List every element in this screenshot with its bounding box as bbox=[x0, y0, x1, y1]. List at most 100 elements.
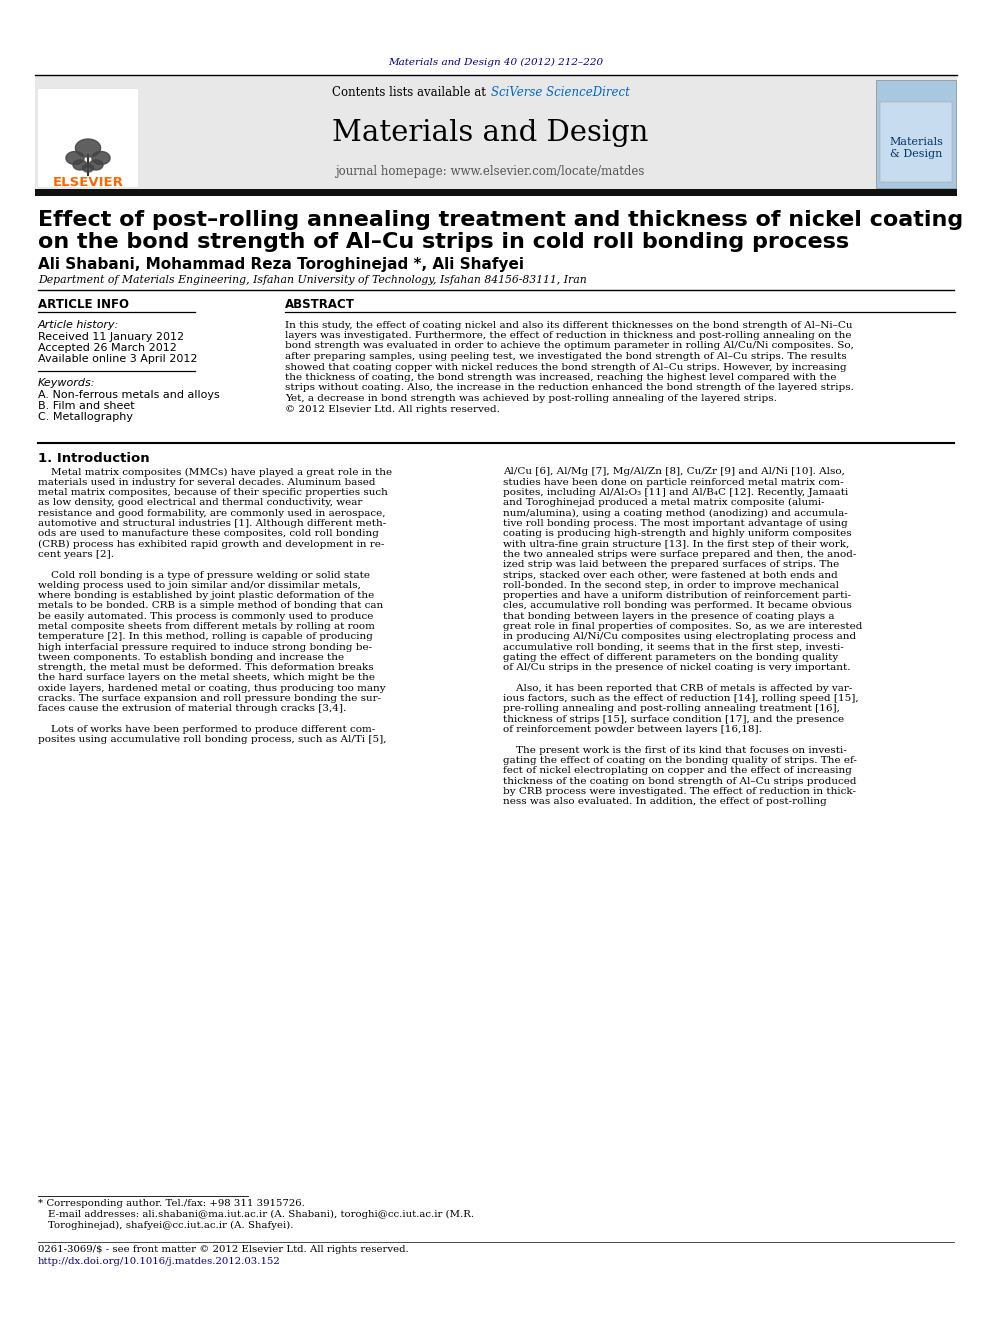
Polygon shape bbox=[82, 164, 93, 172]
Text: Yet, a decrease in bond strength was achieved by post-rolling annealing of the l: Yet, a decrease in bond strength was ach… bbox=[285, 394, 777, 404]
Text: Cold roll bonding is a type of pressure welding or solid state: Cold roll bonding is a type of pressure … bbox=[38, 570, 370, 579]
Bar bbox=[38, 89, 138, 187]
Text: ARTICLE INFO: ARTICLE INFO bbox=[38, 299, 129, 311]
Text: Lots of works have been performed to produce different com-: Lots of works have been performed to pro… bbox=[38, 725, 375, 734]
Text: roll-bonded. In the second step, in order to improve mechanical: roll-bonded. In the second step, in orde… bbox=[503, 581, 839, 590]
Text: Metal matrix composites (MMCs) have played a great role in the: Metal matrix composites (MMCs) have play… bbox=[38, 467, 392, 476]
Text: Materials and Design 40 (2012) 212–220: Materials and Design 40 (2012) 212–220 bbox=[389, 57, 603, 66]
Text: ABSTRACT: ABSTRACT bbox=[285, 299, 355, 311]
Text: 0261-3069/$ - see front matter © 2012 Elsevier Ltd. All rights reserved.: 0261-3069/$ - see front matter © 2012 El… bbox=[38, 1245, 409, 1254]
Text: posites using accumulative roll bonding process, such as Al/Ti [5],: posites using accumulative roll bonding … bbox=[38, 736, 387, 745]
Polygon shape bbox=[65, 152, 84, 164]
Text: A. Non-ferrous metals and alloys: A. Non-ferrous metals and alloys bbox=[38, 390, 220, 400]
Text: gating the effect of different parameters on the bonding quality: gating the effect of different parameter… bbox=[503, 652, 838, 662]
Text: showed that coating copper with nickel reduces the bond strength of Al–Cu strips: showed that coating copper with nickel r… bbox=[285, 363, 846, 372]
Text: resistance and good formability, are commonly used in aerospace,: resistance and good formability, are com… bbox=[38, 509, 386, 517]
Bar bbox=[35, 189, 957, 196]
Text: with ultra-fine grain structure [13]. In the first step of their work,: with ultra-fine grain structure [13]. In… bbox=[503, 540, 849, 549]
Text: tive roll bonding process. The most important advantage of using: tive roll bonding process. The most impo… bbox=[503, 519, 848, 528]
Text: in producing Al/Ni/Cu composites using electroplating process and: in producing Al/Ni/Cu composites using e… bbox=[503, 632, 856, 642]
Text: on the bond strength of Al–Cu strips in cold roll bonding process: on the bond strength of Al–Cu strips in … bbox=[38, 232, 849, 251]
Text: SciVerse ScienceDirect: SciVerse ScienceDirect bbox=[491, 86, 630, 98]
Text: strength, the metal must be deformed. This deformation breaks: strength, the metal must be deformed. Th… bbox=[38, 663, 374, 672]
Polygon shape bbox=[73, 160, 87, 169]
Bar bbox=[876, 79, 956, 188]
Text: the hard surface layers on the metal sheets, which might be the: the hard surface layers on the metal she… bbox=[38, 673, 375, 683]
Text: thickness of the coating on bond strength of Al–Cu strips produced: thickness of the coating on bond strengt… bbox=[503, 777, 856, 786]
Polygon shape bbox=[92, 152, 110, 164]
Text: cracks. The surface expansion and roll pressure bonding the sur-: cracks. The surface expansion and roll p… bbox=[38, 695, 381, 703]
Text: C. Metallography: C. Metallography bbox=[38, 411, 133, 422]
Text: In this study, the effect of coating nickel and also its different thicknesses o: In this study, the effect of coating nic… bbox=[285, 320, 852, 329]
Text: pre-rolling annealing and post-rolling annealing treatment [16],: pre-rolling annealing and post-rolling a… bbox=[503, 704, 840, 713]
Text: Ali Shabani, Mohammad Reza Toroghinejad *, Ali Shafyei: Ali Shabani, Mohammad Reza Toroghinejad … bbox=[38, 258, 524, 273]
Text: Keywords:: Keywords: bbox=[38, 378, 95, 388]
Text: cles, accumulative roll bonding was performed. It became obvious: cles, accumulative roll bonding was perf… bbox=[503, 602, 852, 610]
Text: fect of nickel electroplating on copper and the effect of increasing: fect of nickel electroplating on copper … bbox=[503, 766, 852, 775]
Polygon shape bbox=[89, 160, 103, 169]
Text: Also, it has been reported that CRB of metals is affected by var-: Also, it has been reported that CRB of m… bbox=[503, 684, 852, 693]
Text: gating the effect of coating on the bonding quality of strips. The ef-: gating the effect of coating on the bond… bbox=[503, 755, 857, 765]
Text: by CRB process were investigated. The effect of reduction in thick-: by CRB process were investigated. The ef… bbox=[503, 787, 856, 796]
Text: Materials
& Design: Materials & Design bbox=[889, 138, 943, 159]
Text: strips, stacked over each other, were fastened at both ends and: strips, stacked over each other, were fa… bbox=[503, 570, 838, 579]
Text: Accepted 26 March 2012: Accepted 26 March 2012 bbox=[38, 343, 177, 353]
Text: the thickness of coating, the bond strength was increased, reaching the highest : the thickness of coating, the bond stren… bbox=[285, 373, 836, 382]
Text: accumulative roll bonding, it seems that in the first step, investi-: accumulative roll bonding, it seems that… bbox=[503, 643, 844, 652]
Text: (CRB) process has exhibited rapid growth and development in re-: (CRB) process has exhibited rapid growth… bbox=[38, 540, 384, 549]
Text: bond strength was evaluated in order to achieve the optimum parameter in rolling: bond strength was evaluated in order to … bbox=[285, 341, 854, 351]
Text: num/alumina), using a coating method (anodizing) and accumula-: num/alumina), using a coating method (an… bbox=[503, 508, 848, 517]
Text: faces cause the extrusion of material through cracks [3,4].: faces cause the extrusion of material th… bbox=[38, 704, 346, 713]
Text: E-mail addresses: ali.shabani@ma.iut.ac.ir (A. Shabani), toroghi@cc.iut.ac.ir (M: E-mail addresses: ali.shabani@ma.iut.ac.… bbox=[48, 1209, 474, 1218]
Polygon shape bbox=[75, 139, 100, 157]
Text: The present work is the first of its kind that focuses on investi-: The present work is the first of its kin… bbox=[503, 746, 847, 754]
Text: Materials and Design: Materials and Design bbox=[331, 119, 648, 147]
Text: ious factors, such as the effect of reduction [14], rolling speed [15],: ious factors, such as the effect of redu… bbox=[503, 695, 859, 703]
Text: after preparing samples, using peeling test, we investigated the bond strength o: after preparing samples, using peeling t… bbox=[285, 352, 846, 361]
Text: of reinforcement powder between layers [16,18].: of reinforcement powder between layers [… bbox=[503, 725, 762, 734]
Text: be easily automated. This process is commonly used to produce: be easily automated. This process is com… bbox=[38, 611, 373, 620]
Bar bbox=[35, 75, 957, 192]
Text: Article history:: Article history: bbox=[38, 320, 119, 329]
Text: Available online 3 April 2012: Available online 3 April 2012 bbox=[38, 355, 197, 364]
Text: Contents lists available at: Contents lists available at bbox=[332, 86, 490, 98]
Text: posites, including Al/Al₂O₃ [11] and Al/B₄C [12]. Recently, Jamaati: posites, including Al/Al₂O₃ [11] and Al/… bbox=[503, 488, 848, 497]
Text: and Toroghinejad produced a metal matrix composite (alumi-: and Toroghinejad produced a metal matrix… bbox=[503, 499, 824, 508]
Text: ness was also evaluated. In addition, the effect of post-rolling: ness was also evaluated. In addition, th… bbox=[503, 796, 826, 806]
Text: layers was investigated. Furthermore, the effect of reduction in thickness and p: layers was investigated. Furthermore, th… bbox=[285, 331, 851, 340]
Text: ELSEVIER: ELSEVIER bbox=[53, 176, 123, 189]
Text: B. Film and sheet: B. Film and sheet bbox=[38, 401, 135, 411]
Text: metal matrix composites, because of their specific properties such: metal matrix composites, because of thei… bbox=[38, 488, 388, 497]
Text: thickness of strips [15], surface condition [17], and the presence: thickness of strips [15], surface condit… bbox=[503, 714, 844, 724]
Text: properties and have a uniform distribution of reinforcement parti-: properties and have a uniform distributi… bbox=[503, 591, 851, 601]
Text: Al/Cu [6], Al/Mg [7], Mg/Al/Zn [8], Cu/Zr [9] and Al/Ni [10]. Also,: Al/Cu [6], Al/Mg [7], Mg/Al/Zn [8], Cu/Z… bbox=[503, 467, 845, 476]
Text: ized strip was laid between the prepared surfaces of strips. The: ized strip was laid between the prepared… bbox=[503, 560, 839, 569]
Text: where bonding is established by joint plastic deformation of the: where bonding is established by joint pl… bbox=[38, 591, 374, 601]
Text: tween components. To establish bonding and increase the: tween components. To establish bonding a… bbox=[38, 652, 344, 662]
Text: Department of Materials Engineering, Isfahan University of Technology, Isfahan 8: Department of Materials Engineering, Isf… bbox=[38, 275, 586, 284]
Text: materials used in industry for several decades. Aluminum based: materials used in industry for several d… bbox=[38, 478, 376, 487]
Text: the two annealed strips were surface prepared and then, the anod-: the two annealed strips were surface pre… bbox=[503, 550, 856, 558]
Text: strips without coating. Also, the increase in the reduction enhanced the bond st: strips without coating. Also, the increa… bbox=[285, 384, 854, 393]
Text: as low density, good electrical and thermal conductivity, wear: as low density, good electrical and ther… bbox=[38, 499, 362, 508]
Text: Received 11 January 2012: Received 11 January 2012 bbox=[38, 332, 185, 343]
Text: welding process used to join similar and/or dissimilar metals,: welding process used to join similar and… bbox=[38, 581, 361, 590]
Text: journal homepage: www.elsevier.com/locate/matdes: journal homepage: www.elsevier.com/locat… bbox=[335, 165, 645, 179]
Text: studies have been done on particle reinforced metal matrix com-: studies have been done on particle reinf… bbox=[503, 478, 843, 487]
Text: coating is producing high-strength and highly uniform composites: coating is producing high-strength and h… bbox=[503, 529, 851, 538]
Text: cent years [2].: cent years [2]. bbox=[38, 550, 114, 558]
Text: great role in final properties of composites. So, as we are interested: great role in final properties of compos… bbox=[503, 622, 862, 631]
Text: of Al/Cu strips in the presence of nickel coating is very important.: of Al/Cu strips in the presence of nicke… bbox=[503, 663, 850, 672]
Text: © 2012 Elsevier Ltd. All rights reserved.: © 2012 Elsevier Ltd. All rights reserved… bbox=[285, 405, 500, 414]
Bar bbox=[880, 102, 952, 183]
Text: 1. Introduction: 1. Introduction bbox=[38, 451, 150, 464]
Text: metal composite sheets from different metals by rolling at room: metal composite sheets from different me… bbox=[38, 622, 375, 631]
Text: Effect of post–rolling annealing treatment and thickness of nickel coating: Effect of post–rolling annealing treatme… bbox=[38, 210, 963, 230]
Text: temperature [2]. In this method, rolling is capable of producing: temperature [2]. In this method, rolling… bbox=[38, 632, 373, 642]
Text: automotive and structural industries [1]. Although different meth-: automotive and structural industries [1]… bbox=[38, 519, 386, 528]
Text: ods are used to manufacture these composites, cold roll bonding: ods are used to manufacture these compos… bbox=[38, 529, 379, 538]
Text: Toroghinejad), shafyei@cc.iut.ac.ir (A. Shafyei).: Toroghinejad), shafyei@cc.iut.ac.ir (A. … bbox=[48, 1220, 294, 1229]
Text: high interfacial pressure required to induce strong bonding be-: high interfacial pressure required to in… bbox=[38, 643, 372, 652]
Text: metals to be bonded. CRB is a simple method of bonding that can: metals to be bonded. CRB is a simple met… bbox=[38, 602, 383, 610]
Text: that bonding between layers in the presence of coating plays a: that bonding between layers in the prese… bbox=[503, 611, 834, 620]
